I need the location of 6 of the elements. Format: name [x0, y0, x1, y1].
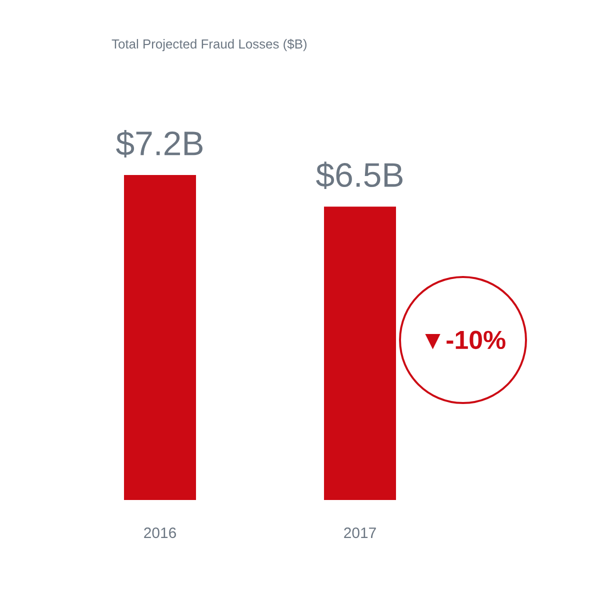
data-label: $6.5B: [316, 162, 402, 190]
x-tick-label: 2016: [144, 528, 176, 538]
chart-title: Total Projected Fraud Losses ($B): [112, 38, 306, 52]
data-label: $7.2B: [116, 130, 202, 158]
annotation: ▼-10%: [425, 330, 506, 350]
x-tick-label: 2017: [344, 528, 376, 538]
